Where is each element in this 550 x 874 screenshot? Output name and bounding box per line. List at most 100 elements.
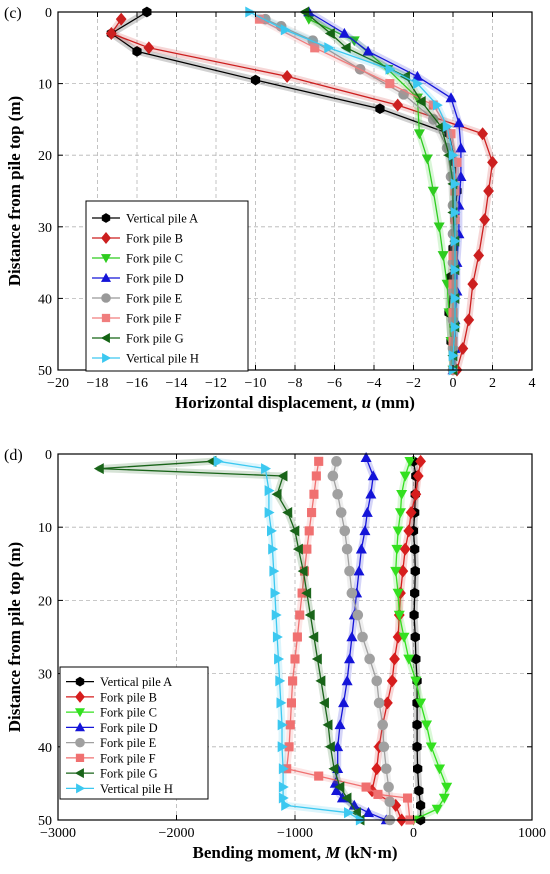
data-point	[250, 74, 261, 86]
data-point	[277, 719, 288, 731]
data-point	[341, 543, 353, 555]
legend-box	[85, 200, 249, 372]
legend-label: Fork pile D	[126, 272, 184, 286]
data-point	[450, 321, 461, 333]
data-point	[442, 121, 453, 133]
data-point	[295, 610, 305, 620]
data-point	[393, 610, 405, 621]
legend-marker	[74, 768, 84, 779]
data-point	[332, 741, 344, 752]
data-point	[261, 463, 271, 475]
y-tick-label: 20	[38, 594, 52, 609]
data-point	[355, 543, 367, 554]
data-point	[311, 653, 322, 665]
data-point	[338, 697, 350, 708]
data-point	[455, 142, 467, 153]
data-point	[264, 485, 275, 497]
data-point	[375, 103, 385, 115]
data-point	[362, 45, 374, 56]
legend-marker	[75, 753, 85, 762]
legend-item: Vertical pile H	[66, 782, 173, 796]
data-point	[421, 154, 433, 165]
data-point	[463, 313, 475, 327]
series-line	[110, 18, 494, 371]
series-halo	[307, 16, 457, 371]
series-fork-pile-e	[327, 456, 396, 826]
data-point	[479, 213, 490, 227]
series-fork-pile-g	[93, 455, 365, 826]
legend-label: Vertical pile H	[126, 352, 199, 366]
data-point	[365, 488, 377, 499]
data-point	[448, 350, 459, 362]
chart-panel-c: −20 −18 −16 −14 −12 −10 −8 −6 −4 −2 0 2 401020304050…	[4, 5, 536, 412]
data-point	[277, 741, 288, 753]
data-point	[340, 42, 351, 54]
data-point	[404, 457, 416, 467]
data-point	[385, 79, 395, 89]
legend-item: Fork pile C	[66, 706, 157, 720]
legend-marker	[100, 272, 112, 282]
data-point	[353, 565, 365, 576]
data-point	[448, 250, 458, 260]
data-point	[427, 186, 439, 197]
y-tick-label: 50	[38, 814, 52, 829]
data-point	[272, 631, 283, 643]
x-tick-label: −20	[47, 376, 69, 391]
data-point	[292, 632, 302, 642]
series-fork-pile-f	[254, 14, 462, 375]
y-axis-title: Distance from pile top (m)	[5, 542, 24, 732]
data-point	[314, 456, 324, 466]
data-point	[266, 525, 277, 537]
data-point	[338, 27, 350, 38]
data-point	[385, 63, 396, 75]
data-point	[277, 470, 288, 482]
data-point	[392, 98, 404, 112]
data-point	[319, 697, 329, 709]
data-point	[399, 471, 411, 482]
data-point	[448, 279, 458, 289]
legend-item: Fork pile E	[66, 736, 157, 750]
series-fork-pile-c	[390, 457, 453, 826]
data-point	[410, 565, 420, 577]
data-point	[346, 587, 358, 599]
legend-marker	[76, 783, 86, 794]
x-tick-label: −2	[406, 376, 421, 391]
data-point	[286, 698, 296, 708]
data-point	[392, 526, 404, 537]
data-point	[213, 455, 224, 467]
legend-marker	[75, 737, 85, 748]
data-point	[324, 27, 335, 39]
data-point	[344, 565, 355, 577]
data-point	[307, 508, 317, 518]
data-point	[278, 781, 289, 793]
data-point	[452, 157, 462, 167]
data-point	[271, 609, 282, 621]
data-point	[274, 653, 285, 665]
data-point	[324, 42, 335, 54]
data-point	[467, 277, 479, 291]
legend-marker	[101, 213, 111, 223]
data-point	[414, 785, 424, 797]
data-point	[413, 78, 424, 90]
legend-marker	[100, 254, 112, 264]
data-point	[450, 264, 461, 276]
legend-label: Fork pile D	[100, 721, 158, 735]
data-point	[373, 789, 383, 799]
y-axis-title: Distance from pile top (m)	[5, 96, 24, 286]
legend-marker	[101, 232, 111, 244]
data-point	[378, 741, 390, 753]
data-point	[344, 807, 354, 819]
y-tick-label: 10	[38, 78, 52, 93]
data-point	[373, 697, 385, 709]
data-point	[391, 544, 403, 555]
data-point	[415, 698, 427, 709]
data-point	[415, 454, 427, 468]
data-point	[410, 631, 420, 643]
data-point	[276, 697, 287, 709]
data-point	[431, 804, 443, 815]
data-point	[359, 525, 371, 536]
x-axis-title: Horizontal displacement, u (mm)	[175, 393, 415, 412]
series-fork-pile-f	[282, 456, 415, 825]
legend-item: Vertical pile H	[92, 352, 199, 366]
